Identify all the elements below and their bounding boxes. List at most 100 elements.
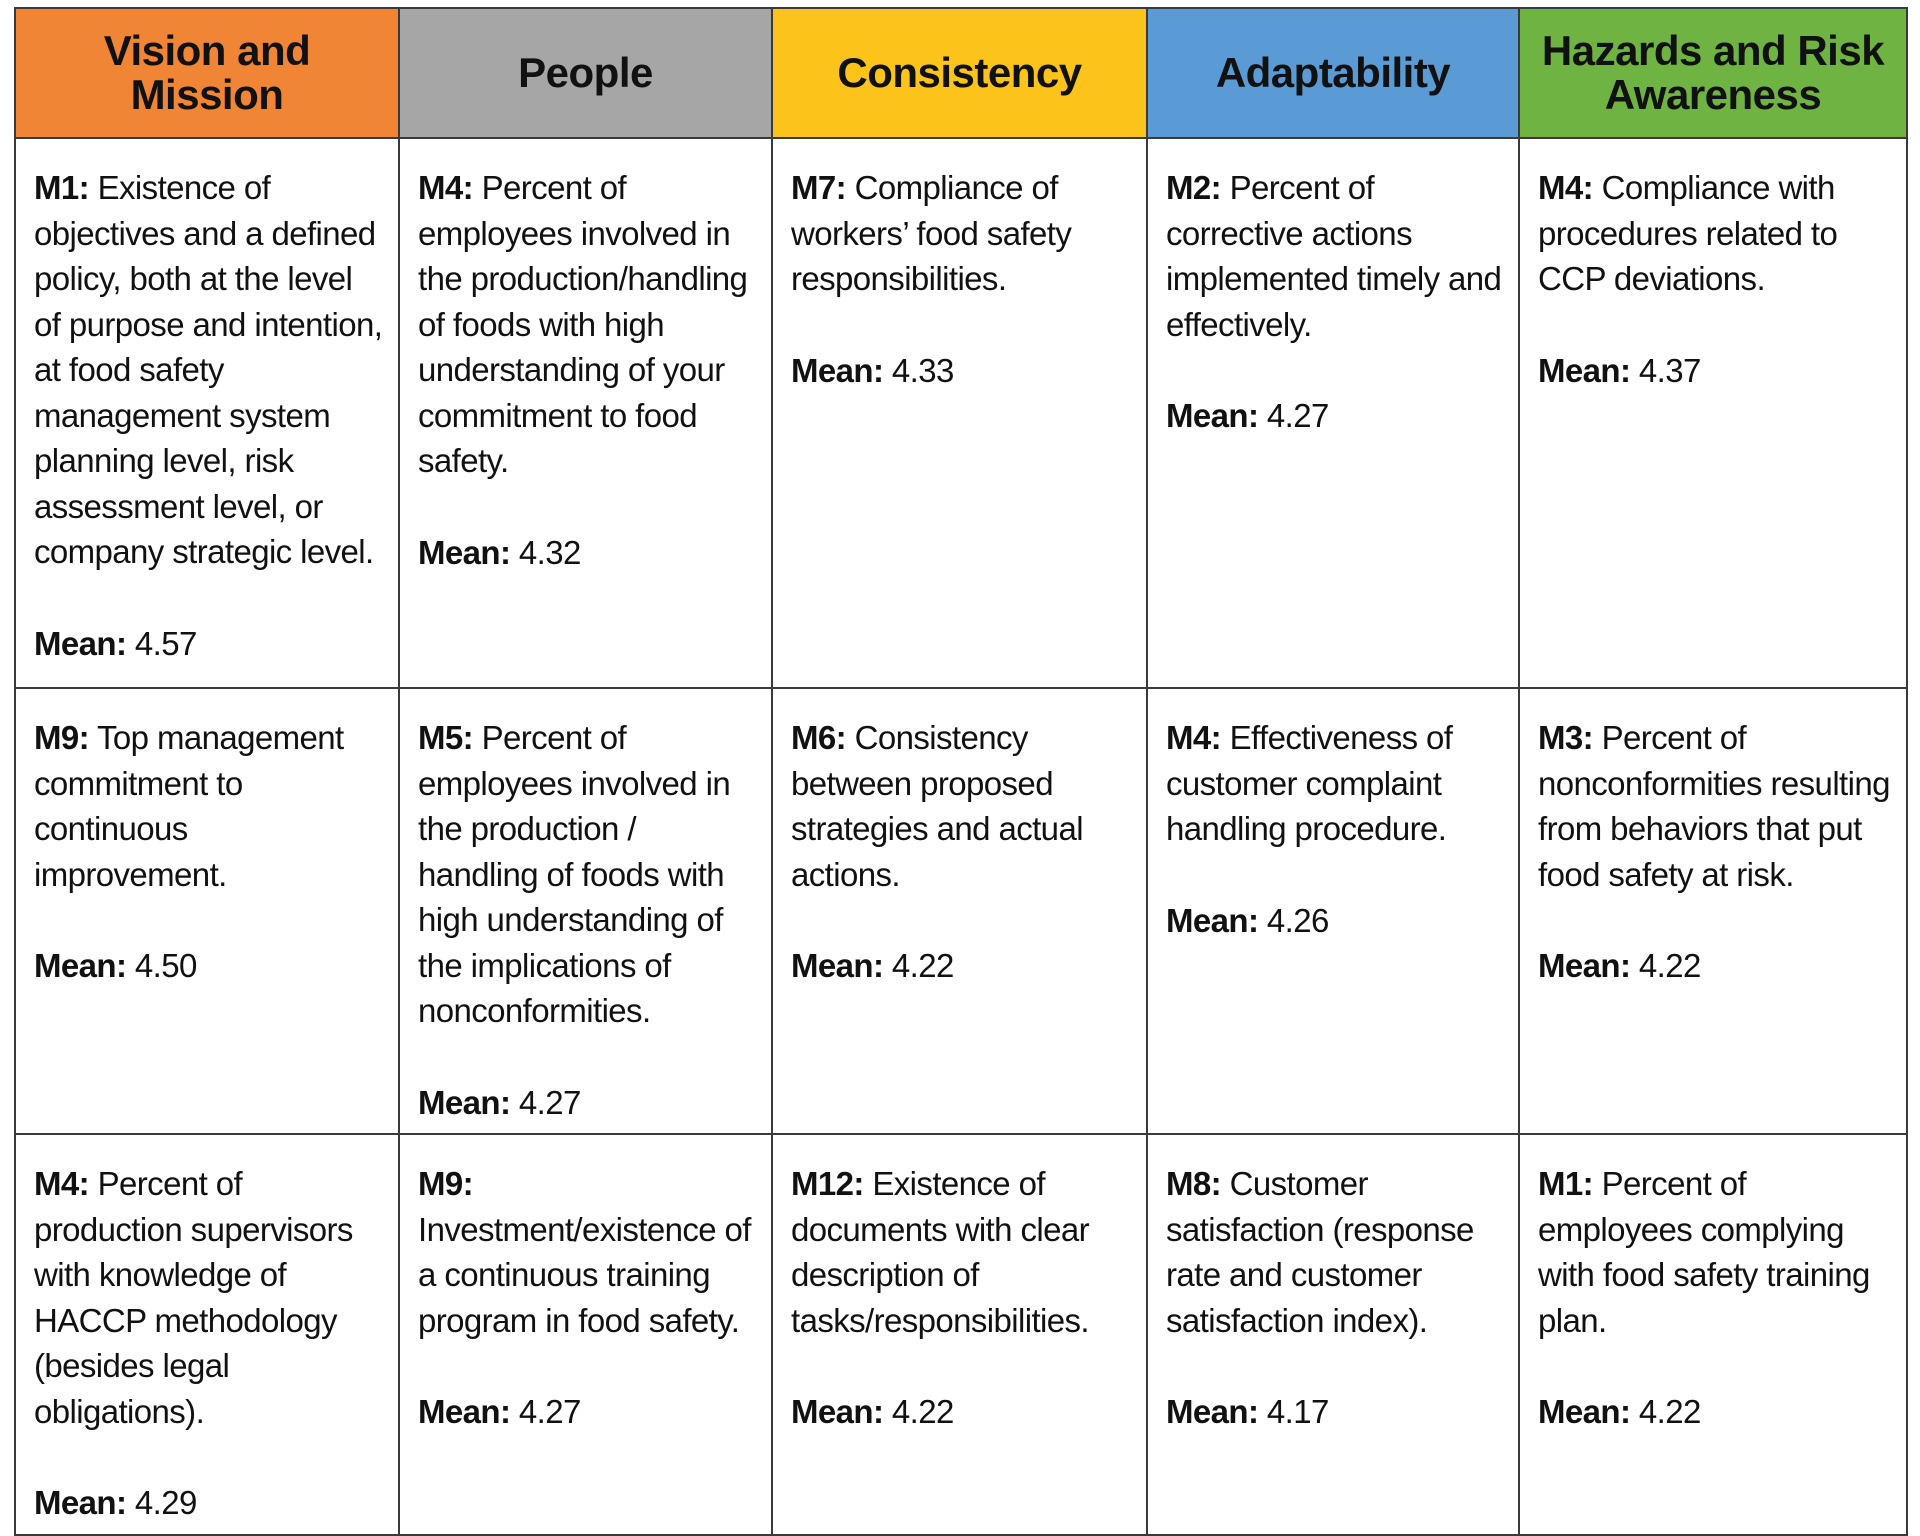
mean-value: 4.37	[1638, 351, 1701, 389]
table-row: M9: Top management commitment to continu…	[14, 687, 1908, 1135]
metric-mean: Mean: 4.50	[34, 943, 386, 989]
metric-description: M4: Compliance with procedures related t…	[1538, 165, 1894, 302]
header-adaptability: Adaptability	[1146, 7, 1520, 139]
header-people: People	[398, 7, 773, 139]
metric-cell: M4: Compliance with procedures related t…	[1518, 137, 1908, 689]
metric-mean: Mean: 4.27	[418, 1080, 759, 1126]
metric-mean: Mean: 4.32	[418, 530, 759, 576]
metric-description: M1: Existence of objectives and a define…	[34, 165, 386, 575]
metric-text: Percent of nonconformities resulting fro…	[1538, 719, 1890, 893]
mean-value: 4.27	[518, 1083, 581, 1121]
mean-value: 4.17	[1266, 1393, 1329, 1430]
header-vision-and-mission: Vision and Mission	[14, 7, 400, 139]
mean-label: Mean:	[34, 1484, 127, 1521]
mean-label: Mean:	[791, 1393, 884, 1430]
metric-description: M5: Percent of employees involved in the…	[418, 715, 759, 1034]
metric-description: M6: Consistency between proposed strateg…	[791, 715, 1134, 897]
mean-label: Mean:	[1166, 397, 1259, 434]
metric-description: M9: Investment/existence of a continuous…	[418, 1161, 759, 1343]
metric-mean: Mean: 4.22	[1538, 1389, 1894, 1435]
mean-value: 4.22	[891, 1393, 954, 1430]
metric-code: M7:	[791, 169, 847, 206]
mean-value: 4.27	[1266, 397, 1329, 434]
metric-mean: Mean: 4.22	[791, 943, 1134, 989]
mean-label: Mean:	[1538, 351, 1631, 389]
metric-text: Compliance with procedures related to CC…	[1538, 169, 1838, 297]
metric-mean: Mean: 4.27	[418, 1389, 759, 1435]
metric-text: Existence of documents with clear descri…	[791, 1165, 1090, 1339]
metric-cell: M12: Existence of documents with clear d…	[771, 1133, 1148, 1536]
header-row: Vision and Mission People Consistency Ad…	[14, 7, 1908, 139]
metric-text: Compliance of workers’ food safety respo…	[791, 169, 1072, 297]
metric-text: Top management commitment to continuous …	[34, 719, 344, 893]
metric-cell: M9: Investment/existence of a continuous…	[398, 1133, 773, 1536]
metric-code: M4:	[34, 1165, 90, 1202]
metrics-table: Vision and Mission People Consistency Ad…	[14, 7, 1908, 1536]
metric-cell: M1: Percent of employees complying with …	[1518, 1133, 1908, 1536]
mean-label: Mean:	[1538, 947, 1631, 984]
metric-mean: Mean: 4.29	[34, 1480, 386, 1526]
metric-cell: M9: Top management commitment to continu…	[14, 687, 400, 1135]
mean-value: 4.22	[1638, 1393, 1701, 1430]
table-row: M4: Percent of production supervisors wi…	[14, 1133, 1908, 1536]
metric-text: Consistency between proposed strategies …	[791, 719, 1084, 893]
metric-text: Percent of employees involved in the pro…	[418, 719, 731, 1029]
header-hazards-and-risk-awareness: Hazards and Risk Awareness	[1518, 7, 1908, 139]
metric-code: M6:	[791, 719, 847, 756]
metric-text: Percent of employees involved in the pro…	[418, 169, 748, 479]
metric-text: Effectiveness of customer complaint hand…	[1166, 719, 1453, 847]
mean-value: 4.32	[518, 533, 581, 571]
mean-label: Mean:	[418, 533, 511, 571]
metric-code: M4:	[1166, 719, 1222, 756]
mean-label: Mean:	[418, 1083, 511, 1121]
mean-value: 4.29	[134, 1484, 197, 1521]
mean-value: 4.26	[1266, 901, 1329, 939]
metric-code: M8:	[1166, 1165, 1222, 1202]
metric-cell: M1: Existence of objectives and a define…	[14, 137, 400, 689]
metric-code: M2:	[1166, 169, 1222, 206]
table-row: M1: Existence of objectives and a define…	[14, 137, 1908, 689]
mean-label: Mean:	[1166, 1393, 1259, 1430]
mean-label: Mean:	[34, 624, 127, 662]
metric-description: M3: Percent of nonconformities resulting…	[1538, 715, 1894, 897]
mean-value: 4.22	[891, 947, 954, 984]
mean-value: 4.27	[518, 1393, 581, 1430]
metric-code: M4:	[418, 169, 474, 206]
metric-text: Percent of employees complying with food…	[1538, 1165, 1870, 1339]
metric-code: M3:	[1538, 719, 1594, 756]
metric-mean: Mean: 4.17	[1166, 1389, 1506, 1435]
metric-text: Existence of objectives and a defined po…	[34, 169, 383, 570]
metric-mean: Mean: 4.26	[1166, 898, 1506, 944]
metric-cell: M4: Percent of production supervisors wi…	[14, 1133, 400, 1536]
mean-label: Mean:	[418, 1393, 511, 1430]
metric-cell: M4: Percent of employees involved in the…	[398, 137, 773, 689]
metric-cell: M2: Percent of corrective actions implem…	[1146, 137, 1520, 689]
metric-code: M5:	[418, 719, 474, 756]
mean-value: 4.22	[1638, 947, 1701, 984]
mean-value: 4.33	[891, 351, 954, 389]
metric-description: M8: Customer satisfaction (response rate…	[1166, 1161, 1506, 1343]
metric-code: M1:	[1538, 1165, 1594, 1202]
metric-code: M12:	[791, 1165, 864, 1202]
metric-cell: M4: Effectiveness of customer complaint …	[1146, 687, 1520, 1135]
metric-cell: M5: Percent of employees involved in the…	[398, 687, 773, 1135]
header-consistency: Consistency	[771, 7, 1148, 139]
metric-mean: Mean: 4.22	[791, 1389, 1134, 1435]
mean-value: 4.50	[134, 947, 197, 984]
metric-cell: M6: Consistency between proposed strateg…	[771, 687, 1148, 1135]
metric-description: M7: Compliance of workers’ food safety r…	[791, 165, 1134, 302]
metric-text: Percent of corrective actions implemente…	[1166, 169, 1502, 343]
metric-mean: Mean: 4.33	[791, 348, 1134, 394]
metric-mean: Mean: 4.22	[1538, 943, 1894, 989]
metric-text: Customer satisfaction (response rate and…	[1166, 1165, 1474, 1339]
metric-code: M4:	[1538, 169, 1594, 206]
metric-description: M4: Effectiveness of customer complaint …	[1166, 715, 1506, 852]
metric-text: Percent of production supervisors with k…	[34, 1165, 353, 1430]
metric-cell: M3: Percent of nonconformities resulting…	[1518, 687, 1908, 1135]
metric-code: M9:	[34, 719, 90, 756]
metric-mean: Mean: 4.37	[1538, 348, 1894, 394]
metric-cell: M8: Customer satisfaction (response rate…	[1146, 1133, 1520, 1536]
metric-code: M1:	[34, 169, 90, 206]
metric-text: Investment/existence of a continuous tra…	[418, 1210, 751, 1339]
metric-mean: Mean: 4.57	[34, 621, 386, 667]
